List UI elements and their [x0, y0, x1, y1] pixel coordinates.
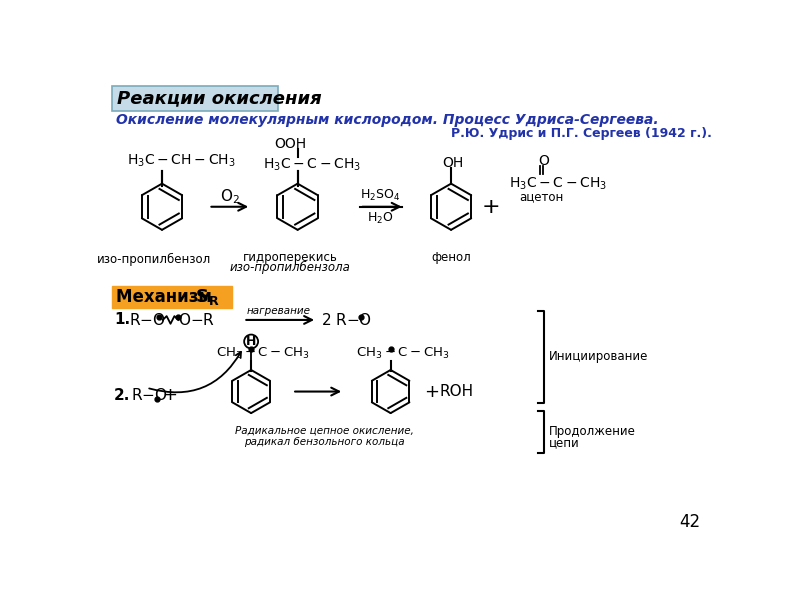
Text: $\mathsf{H_3C-C-CH_3}$: $\mathsf{H_3C-C-CH_3}$	[509, 175, 607, 192]
Text: ацетон: ацетон	[520, 190, 564, 203]
Text: $\mathsf{H_3C-C-CH_3}$: $\mathsf{H_3C-C-CH_3}$	[262, 156, 361, 173]
Text: изо-пропилбензола: изо-пропилбензола	[230, 260, 350, 274]
Text: Реакции окисления: Реакции окисления	[117, 89, 322, 107]
Text: Окисление молекулярным кислородом. Процесс Удриса-Сергеева.: Окисление молекулярным кислородом. Проце…	[115, 113, 658, 127]
Text: Р.Ю. Удрис и П.Г. Сергеев (1942 г.).: Р.Ю. Удрис и П.Г. Сергеев (1942 г.).	[451, 127, 712, 140]
Text: Механизм: Механизм	[115, 288, 217, 306]
FancyBboxPatch shape	[112, 286, 232, 308]
Text: Инициирование: Инициирование	[549, 350, 648, 364]
Text: H: H	[246, 335, 256, 348]
Text: $\mathsf{H_3C-CH-CH_3}$: $\mathsf{H_3C-CH-CH_3}$	[127, 152, 236, 169]
Text: $\mathsf{CH_3-C-CH_3}$: $\mathsf{CH_3-C-CH_3}$	[216, 346, 310, 361]
Text: O$-$R: O$-$R	[178, 312, 215, 328]
Text: R$-$O: R$-$O	[130, 312, 166, 328]
Text: +: +	[424, 383, 439, 401]
Text: цепи: цепи	[549, 436, 579, 449]
Text: $\mathbf{S_R}$: $\mathbf{S_R}$	[194, 287, 219, 307]
Text: изо-пропилбензол: изо-пропилбензол	[97, 253, 211, 266]
Text: $\mathsf{CH_3-C-CH_3}$: $\mathsf{CH_3-C-CH_3}$	[356, 346, 450, 361]
Text: OH: OH	[442, 156, 463, 170]
Text: $\mathsf{O_2}$: $\mathsf{O_2}$	[219, 187, 239, 206]
Text: +: +	[162, 386, 177, 404]
Text: Продолжение: Продолжение	[549, 425, 636, 438]
Text: 42: 42	[679, 514, 701, 532]
FancyBboxPatch shape	[112, 86, 278, 110]
Text: 2.: 2.	[114, 388, 130, 403]
Text: гидроперекись: гидроперекись	[242, 251, 338, 263]
Text: $\mathsf{H_2SO_4}$: $\mathsf{H_2SO_4}$	[360, 188, 401, 203]
Text: фенол: фенол	[431, 251, 471, 263]
Text: Радикальное цепное окисление,: Радикальное цепное окисление,	[235, 426, 414, 436]
Text: 1.: 1.	[114, 313, 130, 328]
Text: нагревание: нагревание	[246, 306, 310, 316]
Text: R$-$O: R$-$O	[131, 388, 167, 403]
Text: O: O	[538, 154, 549, 167]
Text: +: +	[482, 197, 501, 217]
Text: ROH: ROH	[439, 384, 474, 399]
Text: $\mathsf{H_2O}$: $\mathsf{H_2O}$	[367, 211, 394, 226]
Text: 2 R$-$O: 2 R$-$O	[321, 312, 372, 328]
Text: OOH: OOH	[274, 137, 306, 151]
Text: радикал бензольного кольца: радикал бензольного кольца	[245, 437, 405, 446]
